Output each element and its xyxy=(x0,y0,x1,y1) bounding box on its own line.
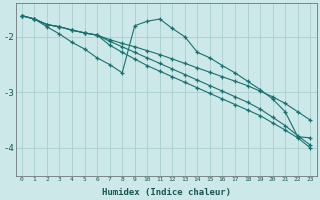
X-axis label: Humidex (Indice chaleur): Humidex (Indice chaleur) xyxy=(101,188,231,197)
